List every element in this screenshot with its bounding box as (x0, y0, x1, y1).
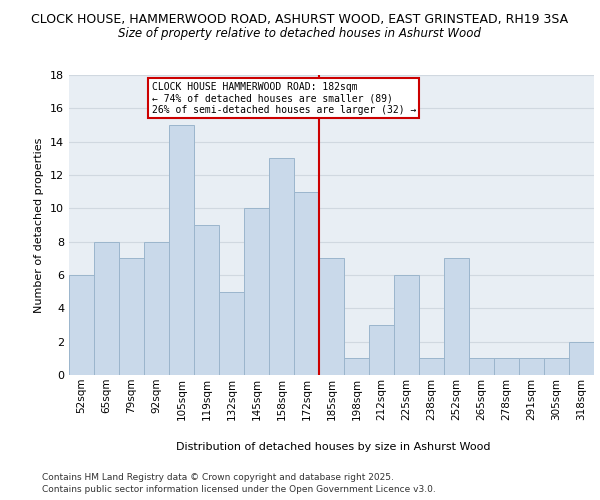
Bar (544, 358, 569, 375)
Bar (220, 292, 244, 375)
Bar (169, 125, 194, 375)
Bar (569, 342, 593, 375)
Text: CLOCK HOUSE, HAMMERWOOD ROAD, ASHURST WOOD, EAST GRINSTEAD, RH19 3SA: CLOCK HOUSE, HAMMERWOOD ROAD, ASHURST WO… (31, 12, 569, 26)
Bar (344, 358, 368, 375)
Bar (244, 208, 269, 375)
Bar (419, 358, 443, 375)
Bar (520, 358, 544, 375)
Bar (194, 225, 218, 375)
Bar (269, 158, 293, 375)
Bar (494, 358, 518, 375)
Bar (295, 192, 319, 375)
Bar (145, 242, 169, 375)
Bar (94, 242, 119, 375)
Text: Contains public sector information licensed under the Open Government Licence v3: Contains public sector information licen… (42, 485, 436, 494)
Text: Size of property relative to detached houses in Ashurst Wood: Size of property relative to detached ho… (119, 28, 482, 40)
Text: CLOCK HOUSE HAMMERWOOD ROAD: 182sqm
← 74% of detached houses are smaller (89)
26: CLOCK HOUSE HAMMERWOOD ROAD: 182sqm ← 74… (151, 82, 416, 115)
Bar (394, 275, 419, 375)
Bar (370, 325, 394, 375)
Bar (119, 258, 143, 375)
Text: Contains HM Land Registry data © Crown copyright and database right 2025.: Contains HM Land Registry data © Crown c… (42, 472, 394, 482)
Bar (319, 258, 344, 375)
Text: Distribution of detached houses by size in Ashurst Wood: Distribution of detached houses by size … (176, 442, 490, 452)
Bar (70, 275, 94, 375)
Y-axis label: Number of detached properties: Number of detached properties (34, 138, 44, 312)
Bar (469, 358, 494, 375)
Bar (445, 258, 469, 375)
